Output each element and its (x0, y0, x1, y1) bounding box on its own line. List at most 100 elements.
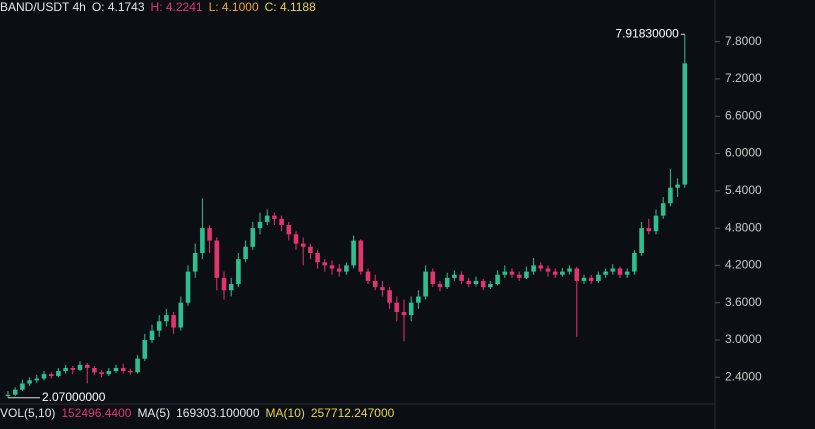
candle-body (63, 367, 68, 372)
candle-body (192, 252, 198, 272)
candle-body (77, 364, 83, 370)
candle-body (639, 228, 644, 253)
candle-body (185, 271, 191, 303)
candle-body (236, 259, 241, 285)
footer-item: 169303.100000 (176, 406, 260, 420)
candle-body (495, 274, 500, 285)
footer-item: MA(10) (266, 406, 305, 420)
candle-body (408, 302, 414, 316)
candle-body (178, 302, 184, 328)
candle-body (171, 315, 176, 328)
candle-body (329, 265, 335, 269)
y-tick-label: 7.2000 (725, 71, 762, 85)
candle-body (387, 290, 392, 303)
y-tick-label: 7.8000 (725, 34, 762, 48)
candle-body (524, 271, 529, 278)
y-tick-label: 2.4000 (725, 369, 762, 383)
footer-item: MA(5) (137, 406, 170, 420)
candle-body (308, 246, 313, 253)
candle-body (632, 252, 637, 272)
header: BAND/USDT 4h O: 4.1743 H: 4.2241 L: 4.1000 C… (0, 0, 316, 14)
candle-body (560, 271, 565, 275)
candle-body (48, 374, 54, 377)
candle-body (56, 371, 61, 377)
footer: VOL(5,10) 152496.4400 MA(5) 169303.100000 MA… (0, 406, 395, 420)
candle-body (675, 184, 680, 188)
candle-body (286, 224, 292, 235)
candle-body (452, 274, 457, 278)
candle-body (243, 246, 248, 260)
candle-body (322, 262, 328, 266)
candle-body (344, 265, 349, 272)
candle-body (156, 321, 162, 331)
candle-body (380, 287, 385, 291)
candle-body (538, 265, 544, 269)
candle-body (531, 265, 536, 272)
candle-body (610, 268, 616, 272)
candle-body (5, 394, 11, 396)
candle-body (516, 274, 522, 278)
y-tick-label: 4.8000 (725, 220, 762, 234)
footer-item: 152496.4400 (61, 406, 131, 420)
candle-body (617, 268, 623, 275)
candle-body (106, 371, 112, 375)
candle-body (545, 268, 551, 272)
candle-body (120, 367, 126, 372)
candle-body (351, 240, 356, 266)
candle-body (279, 218, 284, 225)
candle-body (315, 252, 320, 263)
candle-body (416, 296, 421, 303)
header-item: C: 4.1188 (265, 0, 316, 14)
candle-body (70, 367, 76, 370)
candle-body (437, 284, 443, 288)
candle-body (365, 271, 371, 281)
candle-body (596, 274, 601, 281)
y-tick-label: 6.0000 (725, 146, 762, 160)
max-label: 7.91830000 (615, 26, 679, 40)
candle-body (207, 228, 212, 241)
candle-body (142, 339, 148, 359)
candle-body (272, 215, 277, 219)
candle-body (668, 187, 673, 204)
candle-body (660, 203, 666, 216)
candle-body (293, 234, 299, 244)
candle-body (257, 221, 263, 229)
y-tick-label: 4.2000 (725, 258, 762, 272)
candle-body (372, 280, 378, 288)
candle-body (336, 268, 342, 272)
candle-body (603, 271, 608, 275)
candle-body (84, 364, 90, 368)
candle-body (250, 228, 256, 247)
candle-body (12, 389, 18, 395)
candle-body (200, 228, 205, 253)
candle-body (394, 302, 400, 313)
candle-body (128, 371, 133, 373)
candle-body (401, 312, 407, 316)
candle-body (41, 374, 47, 379)
candle-body (27, 380, 32, 384)
candle-body (113, 367, 119, 372)
min-label: 2.07000000 (42, 390, 106, 404)
candle-body (423, 271, 428, 297)
header-item: O: 4.1743 (92, 0, 145, 14)
candle-body (92, 367, 97, 373)
candle-body (164, 315, 169, 322)
candle-body (588, 277, 594, 281)
footer-item: 257712.247000 (311, 406, 395, 420)
header-item: H: 4.2241 (151, 0, 203, 14)
y-tick-label: 3.0000 (725, 332, 762, 346)
candle-body (135, 358, 140, 373)
candle-body (459, 274, 464, 281)
candle-body (509, 271, 515, 275)
candle-body (228, 284, 234, 291)
y-tick-label: 6.6000 (725, 108, 762, 122)
candle-body (581, 277, 587, 281)
footer-item: VOL(5,10) (0, 406, 55, 420)
candle-body (466, 280, 472, 285)
candle-body (502, 271, 508, 275)
candle-body (646, 228, 652, 232)
candle-body (480, 280, 486, 288)
candle-body (221, 277, 227, 291)
candle-body (20, 383, 25, 390)
